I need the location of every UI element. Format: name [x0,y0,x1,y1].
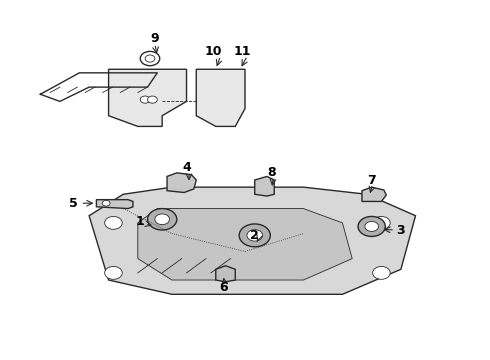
Circle shape [239,224,270,247]
Text: 4: 4 [182,161,191,174]
Polygon shape [216,266,235,282]
Polygon shape [89,187,416,294]
Circle shape [247,230,263,241]
Polygon shape [196,69,245,126]
Polygon shape [138,208,352,280]
Circle shape [373,266,390,279]
Circle shape [140,51,160,66]
Circle shape [102,201,110,206]
Polygon shape [362,187,386,202]
Circle shape [358,216,385,237]
Polygon shape [109,69,187,126]
Text: 8: 8 [268,166,276,179]
Circle shape [105,266,122,279]
Text: 6: 6 [219,281,227,294]
Circle shape [140,96,150,103]
Circle shape [105,216,122,229]
Text: 7: 7 [368,174,376,186]
Polygon shape [167,173,196,193]
Circle shape [145,55,155,62]
Circle shape [155,214,170,225]
Text: 1: 1 [136,215,145,228]
Text: 11: 11 [234,45,251,58]
Circle shape [147,208,177,230]
Text: 2: 2 [250,229,259,242]
Polygon shape [255,176,274,196]
Text: 9: 9 [150,32,159,45]
Polygon shape [97,200,133,208]
Circle shape [373,216,390,229]
Circle shape [147,96,157,103]
Text: 3: 3 [396,224,405,237]
Text: 10: 10 [205,45,222,58]
Text: 5: 5 [69,197,78,210]
Circle shape [365,221,378,231]
